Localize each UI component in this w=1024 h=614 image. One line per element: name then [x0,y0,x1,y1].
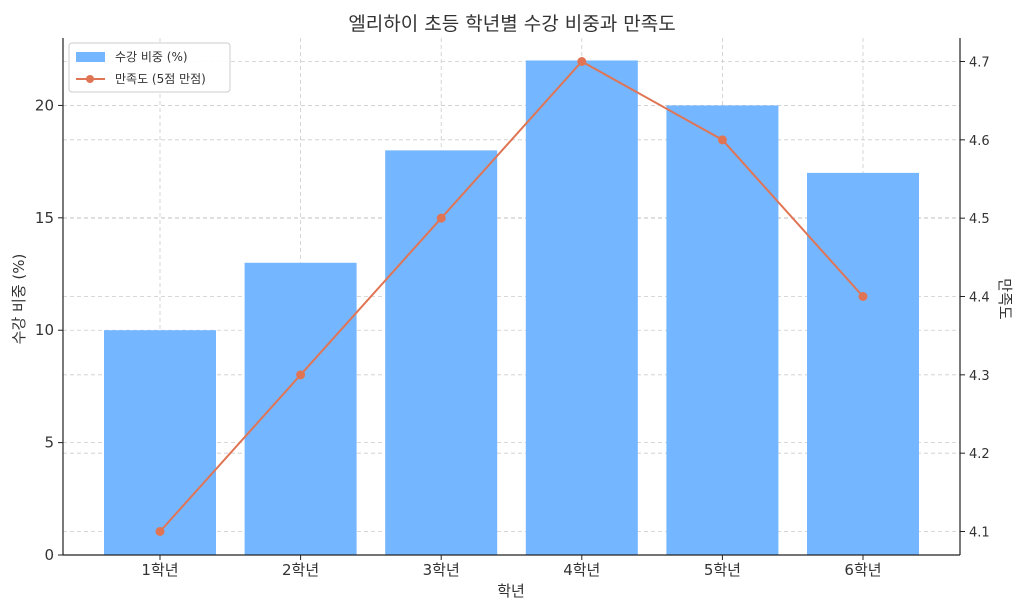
legend-line-marker [86,75,94,83]
y2-axis-label: 만족도 [996,278,1014,320]
x-tick-label: 6학년 [844,561,881,579]
satisfaction-point-5학년 [717,135,727,145]
x-tick-label: 3학년 [423,561,460,579]
y2-tick-label: 4.7 [969,56,990,71]
legend: 수강 비중 (%) 만족도 (5점 만점) [68,42,231,93]
y2-tick-label: 4.1 [969,526,990,541]
satisfaction-point-1학년 [155,527,165,536]
chart-title: 엘리하이 초등 학년별 수강 비중과 만족도 [348,13,675,35]
ticks: 1학년 2학년 3학년 4학년 5학년 6학년 0 5 10 15 20 4.1 4.2 4.3 4.4 4.… [35,56,990,580]
legend-line-label: 만족도 (5점 만점) [115,72,206,86]
y-tick-label: 10 [35,321,54,339]
y2-tick-label: 4.3 [969,369,990,384]
x-tick-label: 4학년 [563,561,600,579]
x-tick-label: 1학년 [141,561,178,579]
y2-tick-label: 4.2 [969,447,990,462]
satisfaction-point-3학년 [436,213,446,223]
y2-tick-label: 4.5 [969,212,990,227]
x-tick-label: 2학년 [282,561,319,579]
legend-box [68,42,231,93]
y-tick-label: 5 [44,434,54,452]
satisfaction-line [159,60,864,533]
y2-tick-label: 4.4 [969,291,990,306]
bar-5학년 [666,105,779,555]
y-axis-label: 수강 비중 (%) [10,254,28,345]
bar-2학년 [244,262,357,555]
bar-4학년 [525,60,638,555]
satisfaction-point-2학년 [296,370,306,380]
y-tick-label: 20 [35,96,54,114]
satisfaction-point-6학년 [858,292,868,301]
bar-1학년 [104,330,216,555]
legend-bar-label: 수강 비중 (%) [115,50,188,64]
y2-tick-label: 4.6 [969,134,990,149]
bars [104,60,919,556]
bar-6학년 [807,172,919,555]
satisfaction-point-4학년 [577,57,587,66]
legend-bar-swatch [76,52,105,62]
satisfaction-line-layer [155,57,868,536]
y-tick-label: 0 [44,546,54,564]
y-tick-label: 15 [35,209,54,227]
x-axis-label: 학년 [497,582,525,600]
x-tick-label: 5학년 [704,561,741,579]
bar-3학년 [385,150,498,556]
